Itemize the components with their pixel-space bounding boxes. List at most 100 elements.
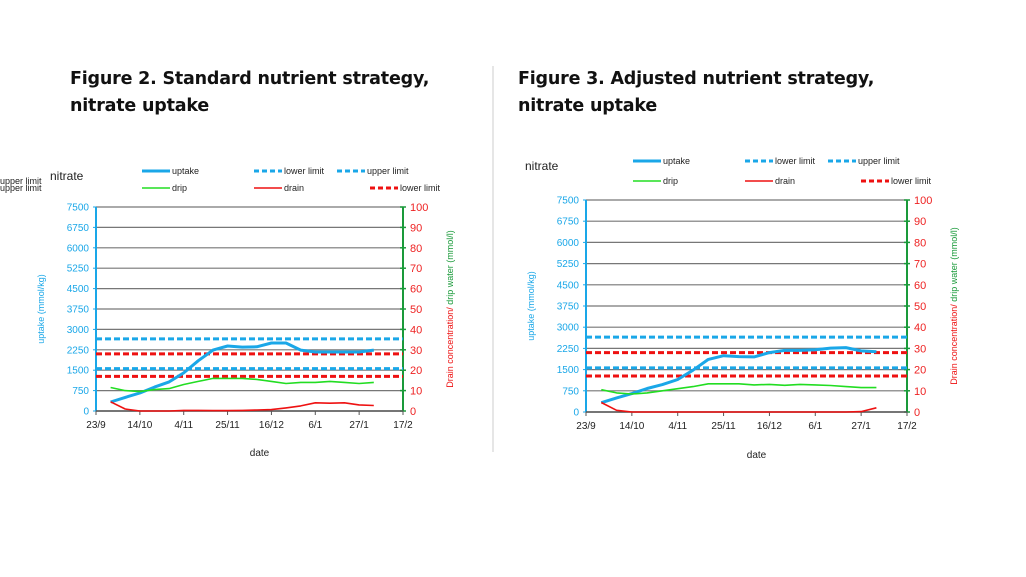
legend-label: drain [775,176,795,186]
y-tick-label: 3750 [557,302,580,313]
y2-tick-label: 0 [914,407,920,419]
y2-tick-label: 40 [410,324,422,336]
legend-item-drip-drip: drip [633,176,678,186]
y2-axis-label-drip: drip water (mmol/l) [445,230,455,307]
figure-3-title-line1: Figure 3. Adjusted nutrient strategy, [518,69,875,89]
legend-label: lower limit [891,176,932,186]
figure-2-title-line1: Figure 2. Standard nutrient strategy, [70,69,430,89]
y2-tick-label: 100 [410,202,428,214]
legend-label: uptake [172,166,199,176]
chart-3: nitrate uptake lower limit upper limit drip d… [0,156,959,461]
y-tick-label: 3750 [67,305,90,316]
x-tick-label: 17/2 [393,420,413,431]
x-axis-label: date [747,450,767,461]
y-tick-label: 7500 [557,196,580,207]
legend-label: drip [172,183,187,193]
y2-tick-label: 30 [914,343,926,355]
y2-tick-label: 100 [914,195,932,207]
y2-tick-label: 30 [410,345,422,357]
y-tick-label: 2250 [557,344,580,355]
y2-axis-label-drain: Drain concentration/ [445,307,455,388]
y2-axis-label-drip: drip water (mmol/l) [949,227,959,304]
y2-tick-label: 80 [410,243,422,255]
y-tick-label: 5250 [557,259,580,270]
x-tick-label: 25/11 [215,420,240,431]
x-tick-label: 4/11 [668,421,687,432]
y2-tick-label: 60 [914,280,926,292]
legend-item-uptake-uptake: uptake [142,166,199,176]
y2-tick-label: 20 [410,365,422,377]
legend-label: lower limit [284,166,325,176]
y2-tick-label: 70 [914,259,926,271]
column-divider [492,66,494,452]
x-tick-label: 16/12 [259,420,284,431]
x-tick-label: 14/10 [619,421,644,432]
y2-tick-label: 90 [410,222,422,234]
legend-item-drain-upper-limit: upper limit [0,176,42,186]
legend-item-drain-upper-limit: upper limit [0,183,42,193]
legend-item-uptake-lower-limit: lower limit [745,156,816,166]
y-tick-label: 4500 [557,280,580,291]
x-tick-label: 17/2 [897,421,917,432]
y-tick-label: 2250 [67,345,90,356]
series-line-uptake [600,346,877,405]
legend-item-uptake-lower-limit: lower limit [254,166,325,176]
legend-item-drain-lower-limit: lower limit [861,176,932,186]
y-tick-label: 7500 [67,203,90,214]
legend-label: upper limit [367,166,409,176]
chart-2: nitrate uptake lower limit upper limit drip d… [0,166,455,459]
x-tick-label: 23/9 [576,421,596,432]
y-axis-label: uptake (mmol/kg) [526,271,536,341]
y2-tick-label: 10 [914,386,926,398]
y-tick-label: 0 [573,408,579,419]
y-tick-label: 6750 [557,217,580,228]
legend-item-uptake-upper-limit: upper limit [337,166,409,176]
y2-tick-label: 20 [914,365,926,377]
x-tick-label: 25/11 [711,421,736,432]
x-tick-label: 27/1 [851,421,871,432]
x-tick-label: 14/10 [127,420,152,431]
y2-axis-label: Drain concentration/ drip water (mmol/l) [949,227,959,385]
y-tick-label: 4500 [67,284,90,295]
legend-item-drip-drip: drip [142,183,187,193]
y2-tick-label: 60 [410,284,422,296]
figure-3-title-line2: nitrate uptake [518,96,657,116]
figure-2-title-line2: nitrate uptake [70,96,209,116]
y-tick-label: 6750 [67,223,90,234]
x-tick-label: 27/1 [349,420,369,431]
legend-label: upper limit [858,156,900,166]
legend-item-drain-lower-limit: lower limit [370,183,441,193]
y2-tick-label: 70 [410,263,422,275]
y2-tick-label: 50 [914,301,926,313]
y2-tick-label: 80 [914,237,926,249]
chart-title: nitrate [50,169,84,183]
legend-label: lower limit [775,156,816,166]
series-line-drain [600,401,877,413]
x-tick-label: 23/9 [86,420,106,431]
y2-tick-label: 50 [410,304,422,316]
y2-tick-label: 40 [914,322,926,334]
x-tick-label: 4/11 [174,420,193,431]
legend-label: upper limit [0,176,42,186]
y-tick-label: 3000 [557,323,580,334]
legend-label: upper limit [0,183,42,193]
legend-label: drip [663,176,678,186]
legend-label: lower limit [400,183,441,193]
y-tick-label: 6000 [557,238,580,249]
y-tick-label: 1500 [557,365,580,376]
y-tick-label: 3000 [67,325,90,336]
y2-tick-label: 10 [410,386,422,398]
y-tick-label: 1500 [67,366,90,377]
series-line-drip [601,382,877,395]
x-tick-label: 16/12 [757,421,782,432]
x-tick-label: 6/1 [308,420,322,431]
legend-item-drain-drain: drain [745,176,795,186]
legend-item-drain-drain: drain [254,183,304,193]
y2-axis-label: Drain concentration/ drip water (mmol/l) [445,230,455,388]
legend-item-uptake-uptake: uptake [633,156,690,166]
x-axis-label: date [250,448,270,459]
figure-3-title: Figure 3. Adjusted nutrient strategy, ni… [518,66,874,120]
y-tick-label: 750 [72,386,89,397]
y-axis-label: uptake (mmol/kg) [36,274,46,344]
